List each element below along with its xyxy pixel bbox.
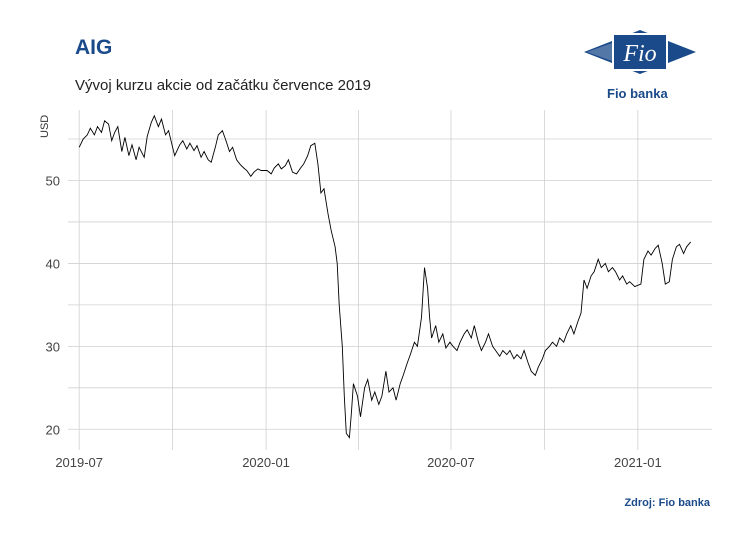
y-axis-label: USD	[39, 115, 51, 138]
source-note: Zdroj: Fio banka	[624, 497, 710, 509]
price-line	[78, 114, 692, 439]
chart-title: AIG	[75, 36, 113, 59]
y-axis-ticks: 20 30 40 50	[46, 173, 60, 437]
x-tick-label: 2021-01	[614, 455, 662, 470]
y-tick-label: 50	[46, 173, 60, 188]
y-tick-label: 40	[46, 256, 60, 271]
y-tick-label: 30	[46, 339, 60, 354]
x-tick-label: 2020-01	[242, 455, 290, 470]
fio-logo-icon: Fio	[584, 30, 696, 74]
x-tick-label: 2019-07	[55, 455, 103, 470]
chart-subtitle: Vývoj kurzu akcie od začátku července 20…	[75, 77, 371, 94]
logo-mark: Fio	[622, 41, 656, 67]
x-axis-ticks: 2019-07 2020-01 2020-07 2021-01	[55, 455, 661, 470]
y-tick-label: 20	[46, 422, 60, 437]
brand-name: Fio banka	[607, 86, 668, 101]
x-tick-label: 2020-07	[427, 455, 475, 470]
chart-grid	[68, 110, 712, 450]
